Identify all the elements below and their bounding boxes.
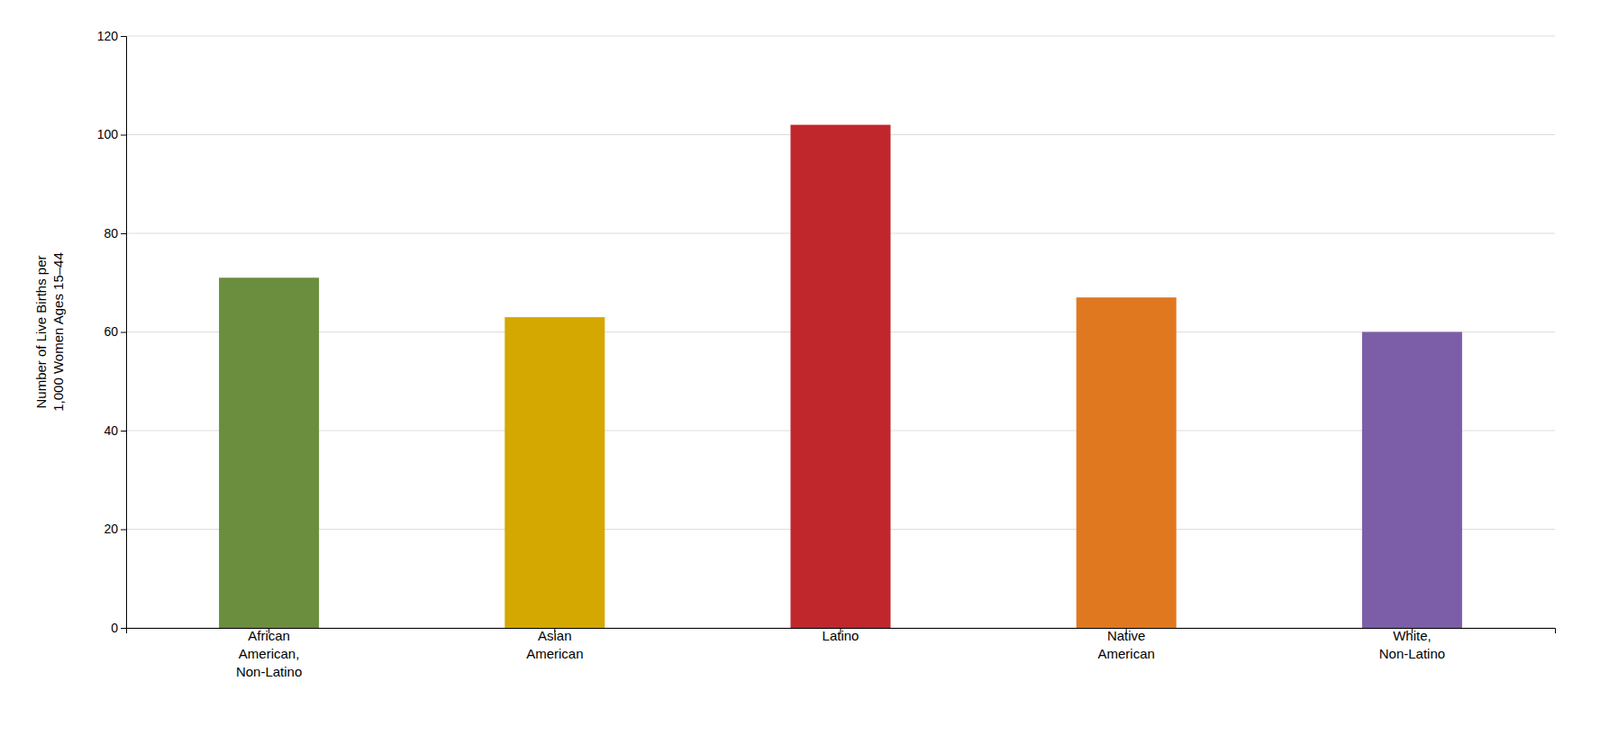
- bar: [1362, 332, 1463, 629]
- y-tick-mark: [120, 627, 127, 629]
- y-axis-title: Number of Live Births per1,000 Women Age…: [33, 252, 67, 412]
- x-axis: AfricanAmerican,Non-LatinoAsianAmericanL…: [127, 627, 1556, 681]
- y-tick-mark: [120, 233, 127, 235]
- bar: [790, 125, 891, 628]
- grid-line: [126, 36, 1555, 37]
- y-tick-mark: [120, 332, 127, 334]
- x-tick-label-line: American: [1098, 645, 1155, 662]
- y-tick: 20: [103, 521, 127, 537]
- y-tick: 120: [97, 28, 127, 44]
- x-tick: AsianAmerican: [526, 627, 583, 662]
- x-tick: NativeAmerican: [1098, 627, 1155, 662]
- x-tick-label-line: African: [247, 627, 291, 644]
- x-tick-label-line: White,: [1392, 627, 1432, 644]
- x-tick-label: AsianAmerican: [526, 627, 583, 662]
- y-tick-mark: [120, 36, 127, 37]
- y-tick: 100: [97, 127, 127, 142]
- y-tick-label: 0: [110, 620, 119, 636]
- x-tick-label: White,Non-Latino: [1379, 627, 1446, 662]
- bar: [504, 317, 605, 628]
- x-tick-label-line: Non-Latino: [236, 663, 302, 680]
- y-tick-mark: [120, 430, 127, 432]
- x-tick-label-line: Latino: [822, 627, 860, 644]
- y-tick-label: 20: [103, 521, 119, 537]
- grid: [126, 36, 1555, 628]
- x-tick-label: AfricanAmerican,Non-Latino: [236, 627, 302, 681]
- bar: [1076, 297, 1177, 628]
- bars: [218, 125, 1463, 628]
- y-tick-label: 120: [97, 28, 119, 44]
- x-tick: White,Non-Latino: [1379, 627, 1446, 662]
- x-tick-label-line: Native: [1107, 627, 1146, 644]
- y-tick-mark: [120, 135, 127, 137]
- x-tick-label-line: Asian: [537, 627, 573, 644]
- y-axis-title-line: Number of Live Births per: [33, 254, 49, 409]
- x-tick-label-line: American,: [238, 645, 300, 662]
- y-tick-label: 60: [103, 324, 119, 339]
- x-tick-label-line: American: [526, 645, 583, 662]
- y-tick: 40: [103, 423, 127, 438]
- x-tick: AfricanAmerican,Non-Latino: [236, 627, 302, 681]
- y-tick-label: 100: [97, 127, 119, 142]
- y-tick-label: 80: [103, 226, 119, 241]
- x-tick-label-line: Non-Latino: [1379, 645, 1446, 662]
- y-tick-mark: [120, 529, 127, 531]
- x-tick: Latino: [822, 627, 860, 644]
- x-tick-label: Latino: [822, 627, 860, 644]
- y-tick: 0: [110, 620, 127, 636]
- y-axis-line: [120, 36, 128, 629]
- y-tick: 80: [103, 226, 127, 241]
- y-tick: 60: [103, 324, 127, 339]
- y-axis: 0 20 40 60 80 100 120: [97, 28, 128, 636]
- x-tick-label: NativeAmerican: [1098, 627, 1155, 662]
- y-tick-label: 40: [103, 423, 119, 438]
- y-axis-title-line: 1,000 Women Ages 15–44: [50, 252, 66, 412]
- chart: 020406080100120AfricanAmerican,Non-Latin…: [0, 0, 1600, 745]
- bar: [218, 277, 319, 628]
